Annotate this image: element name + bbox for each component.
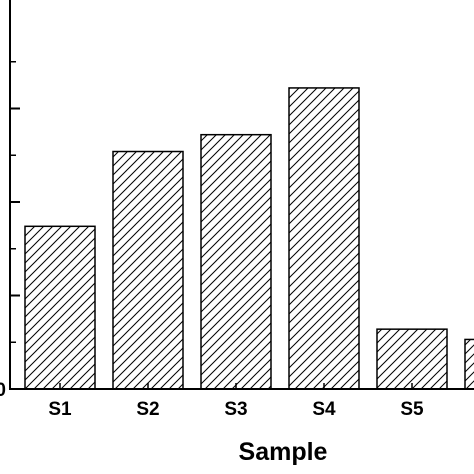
bar-s2 [112,150,184,390]
axes-group [9,0,474,390]
x-tick-label-s4: S4 [312,399,336,420]
x-tick-label-s5: S5 [400,399,424,420]
x-tick-label-s3: S3 [224,399,247,420]
bar-s5 [376,328,448,390]
bars-group [24,87,474,390]
x-axis-title: Sample [239,438,328,466]
x-tick-labels-group: S1S2S3S4S5S6 [48,383,424,420]
bar-s6 [464,338,474,390]
bar-s3 [200,133,272,390]
y-tick-label: 0 [0,380,6,401]
bar-s1 [24,225,96,390]
y-ticks-group: 0 [0,61,20,401]
x-tick-label-s2: S2 [136,399,159,420]
x-tick-label-s1: S1 [48,399,72,420]
bar-s4 [288,87,360,390]
